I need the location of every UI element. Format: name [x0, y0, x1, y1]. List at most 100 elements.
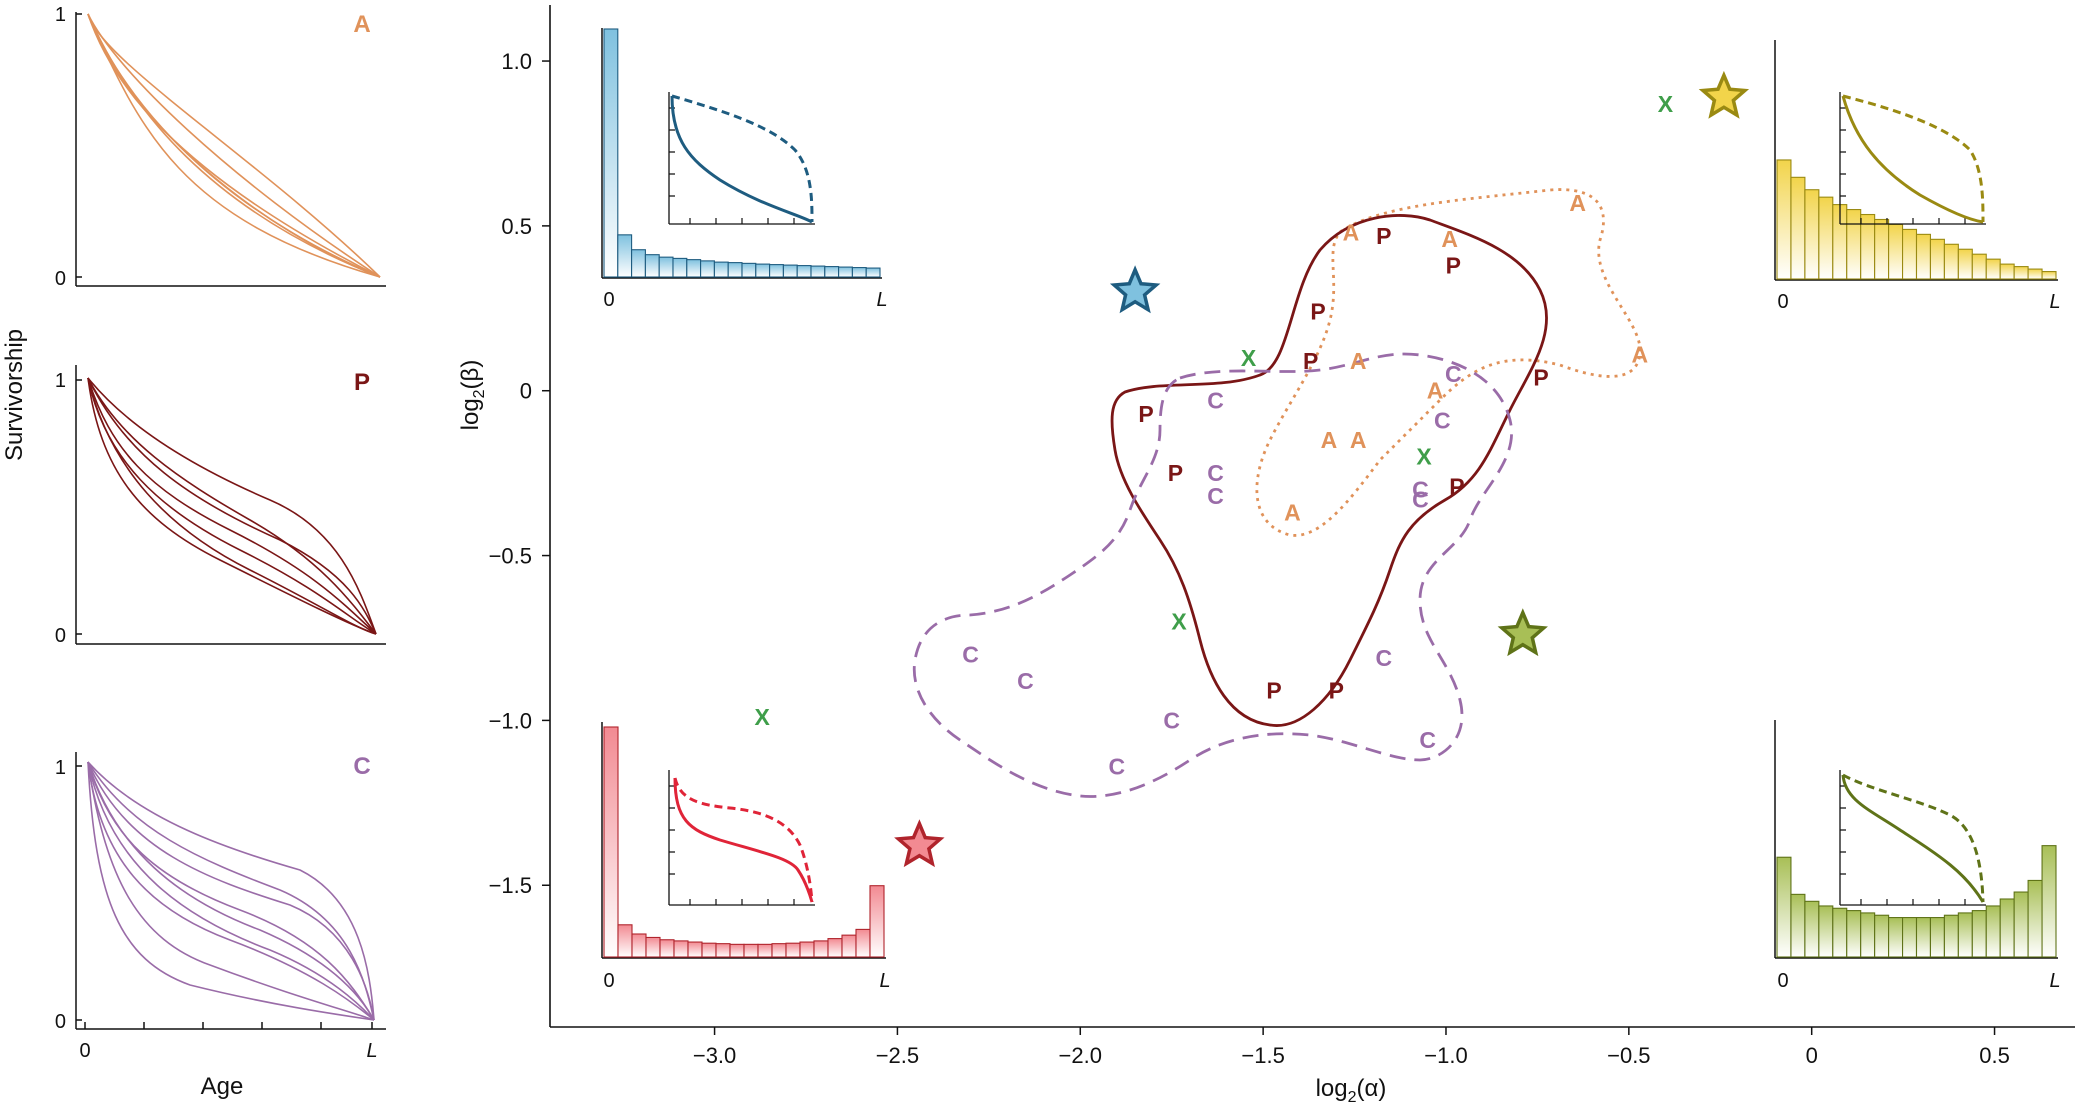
- point-p: P: [1266, 678, 1281, 704]
- point-c: C: [1207, 460, 1224, 486]
- histogram-bar: [617, 924, 633, 958]
- histogram-bar: [771, 943, 787, 958]
- point-p: P: [1303, 348, 1318, 374]
- histogram-bar: [687, 941, 703, 958]
- inset-bottom-left: 0 L: [601, 722, 891, 992]
- inset-bottom-right: 0 L: [1774, 720, 2061, 992]
- histogram-bar: [865, 267, 881, 278]
- panel-a-ytick-1: 1: [55, 4, 66, 26]
- histogram-bar: [1929, 917, 1945, 958]
- histogram-bar: [1902, 917, 1918, 958]
- inset-top-right-survival-plot: [1839, 92, 1986, 225]
- x-tick-label: −2.5: [876, 1043, 919, 1068]
- histogram-bar: [1971, 910, 1987, 958]
- histogram-bar: [838, 266, 853, 278]
- histogram-bar: [631, 933, 647, 958]
- histogram-bar: [1874, 914, 1890, 958]
- histogram-bar: [1818, 905, 1834, 958]
- x-tick-label: −0.5: [1607, 1043, 1650, 1068]
- point-c: C: [1207, 388, 1224, 414]
- histogram-bar: [1957, 248, 1973, 280]
- panel-c-curves: [87, 761, 375, 1021]
- point-a: A: [1631, 341, 1648, 367]
- x-tick-label: 0: [1806, 1043, 1818, 1068]
- histogram-bar: [603, 726, 619, 958]
- histogram-bar: [673, 940, 689, 958]
- histogram-bar: [1860, 912, 1876, 958]
- red-star: [894, 819, 945, 868]
- survivorship-panel-p: 1 0 P: [55, 365, 386, 647]
- panel-p-curves: [87, 377, 377, 635]
- panel-c-ytick-1: 1: [55, 757, 66, 779]
- point-a: A: [1321, 427, 1338, 453]
- point-x: X: [1171, 608, 1187, 634]
- histogram-bar: [715, 943, 731, 958]
- point-p: P: [1329, 678, 1344, 704]
- histogram-bar: [799, 941, 815, 958]
- point-c: C: [1017, 668, 1034, 694]
- histogram-bar: [827, 938, 843, 958]
- olive-star: [1497, 608, 1548, 657]
- point-x: X: [1416, 444, 1432, 470]
- inset-bottom-right-xtick-l: L: [2049, 970, 2060, 992]
- inset-bottom-left-histogram: [603, 726, 885, 958]
- histogram-bar: [2013, 891, 2029, 958]
- point-p: P: [1310, 299, 1325, 325]
- panel-p-ytick-0: 0: [55, 625, 66, 647]
- point-x: X: [754, 704, 770, 730]
- histogram-bar: [1846, 910, 1862, 958]
- histogram-bar: [796, 265, 812, 278]
- histogram-bar: [810, 265, 826, 278]
- point-p: P: [1449, 473, 1464, 499]
- inset-top-right-xtick-0: 0: [1777, 291, 1788, 313]
- panel-a-curves: [87, 13, 381, 278]
- histogram-bar: [700, 260, 715, 278]
- panel-c-x-ticks: [84, 1022, 373, 1029]
- point-c: C: [1207, 483, 1224, 509]
- inset-top-right: 0 L: [1774, 40, 2061, 313]
- histogram-bar: [1943, 914, 1959, 958]
- histogram-bar: [1776, 856, 1792, 958]
- y-tick-label: 0: [520, 379, 532, 404]
- histogram-bar: [1790, 176, 1806, 280]
- histogram-bar: [1888, 223, 1904, 280]
- point-a: A: [1350, 427, 1367, 453]
- histogram-bar: [658, 256, 674, 278]
- histogram-bar: [701, 942, 717, 958]
- x-tick-label: −1.0: [1424, 1043, 1467, 1068]
- survivorship-panel-a: 1 0 A: [55, 4, 386, 290]
- histogram-bar: [1818, 196, 1834, 280]
- inset-bottom-right-survival-plot: [1839, 770, 1986, 906]
- histogram-bar: [659, 939, 675, 958]
- main-y-axis-title: log2(β): [457, 360, 488, 431]
- histogram-bar: [672, 257, 688, 278]
- histogram-bar: [1874, 218, 1890, 280]
- histogram-bar: [1999, 263, 2015, 280]
- main-scatter-plot: −3.0 −2.5 −2.0 −1.5 −1.0 −0.5 0 0.5 1.0 0.5 0 −0.5 −…: [457, 5, 2075, 1106]
- point-c: C: [1109, 754, 1126, 780]
- y-tick-label: −1.0: [489, 708, 532, 733]
- histogram-bar: [617, 234, 633, 278]
- point-p: P: [1376, 223, 1391, 249]
- panel-p-ytick-1: 1: [55, 370, 66, 392]
- x-tick-label: −2.0: [1059, 1043, 1102, 1068]
- histogram-bar: [785, 942, 801, 958]
- point-c: C: [1163, 707, 1180, 733]
- blue-star: [1109, 265, 1161, 314]
- inset-top-right-xtick-l: L: [2049, 291, 2060, 313]
- point-a: A: [1441, 226, 1458, 252]
- point-c: C: [1445, 361, 1462, 387]
- histogram-bar: [2027, 268, 2043, 280]
- histogram-bar: [713, 261, 729, 278]
- point-c: C: [962, 641, 979, 667]
- panel-a-letter: A: [353, 11, 370, 38]
- point-p: P: [1446, 252, 1461, 278]
- survivorship-axis-title: Survivorship: [1, 329, 28, 461]
- point-a: A: [1343, 219, 1360, 245]
- point-p: P: [1138, 401, 1153, 427]
- histogram-bar: [1804, 189, 1820, 280]
- point-c: C: [1412, 487, 1429, 513]
- point-c: C: [1376, 645, 1393, 671]
- histogram-bar: [645, 936, 661, 958]
- inset-bottom-left-xtick-l: L: [879, 970, 890, 992]
